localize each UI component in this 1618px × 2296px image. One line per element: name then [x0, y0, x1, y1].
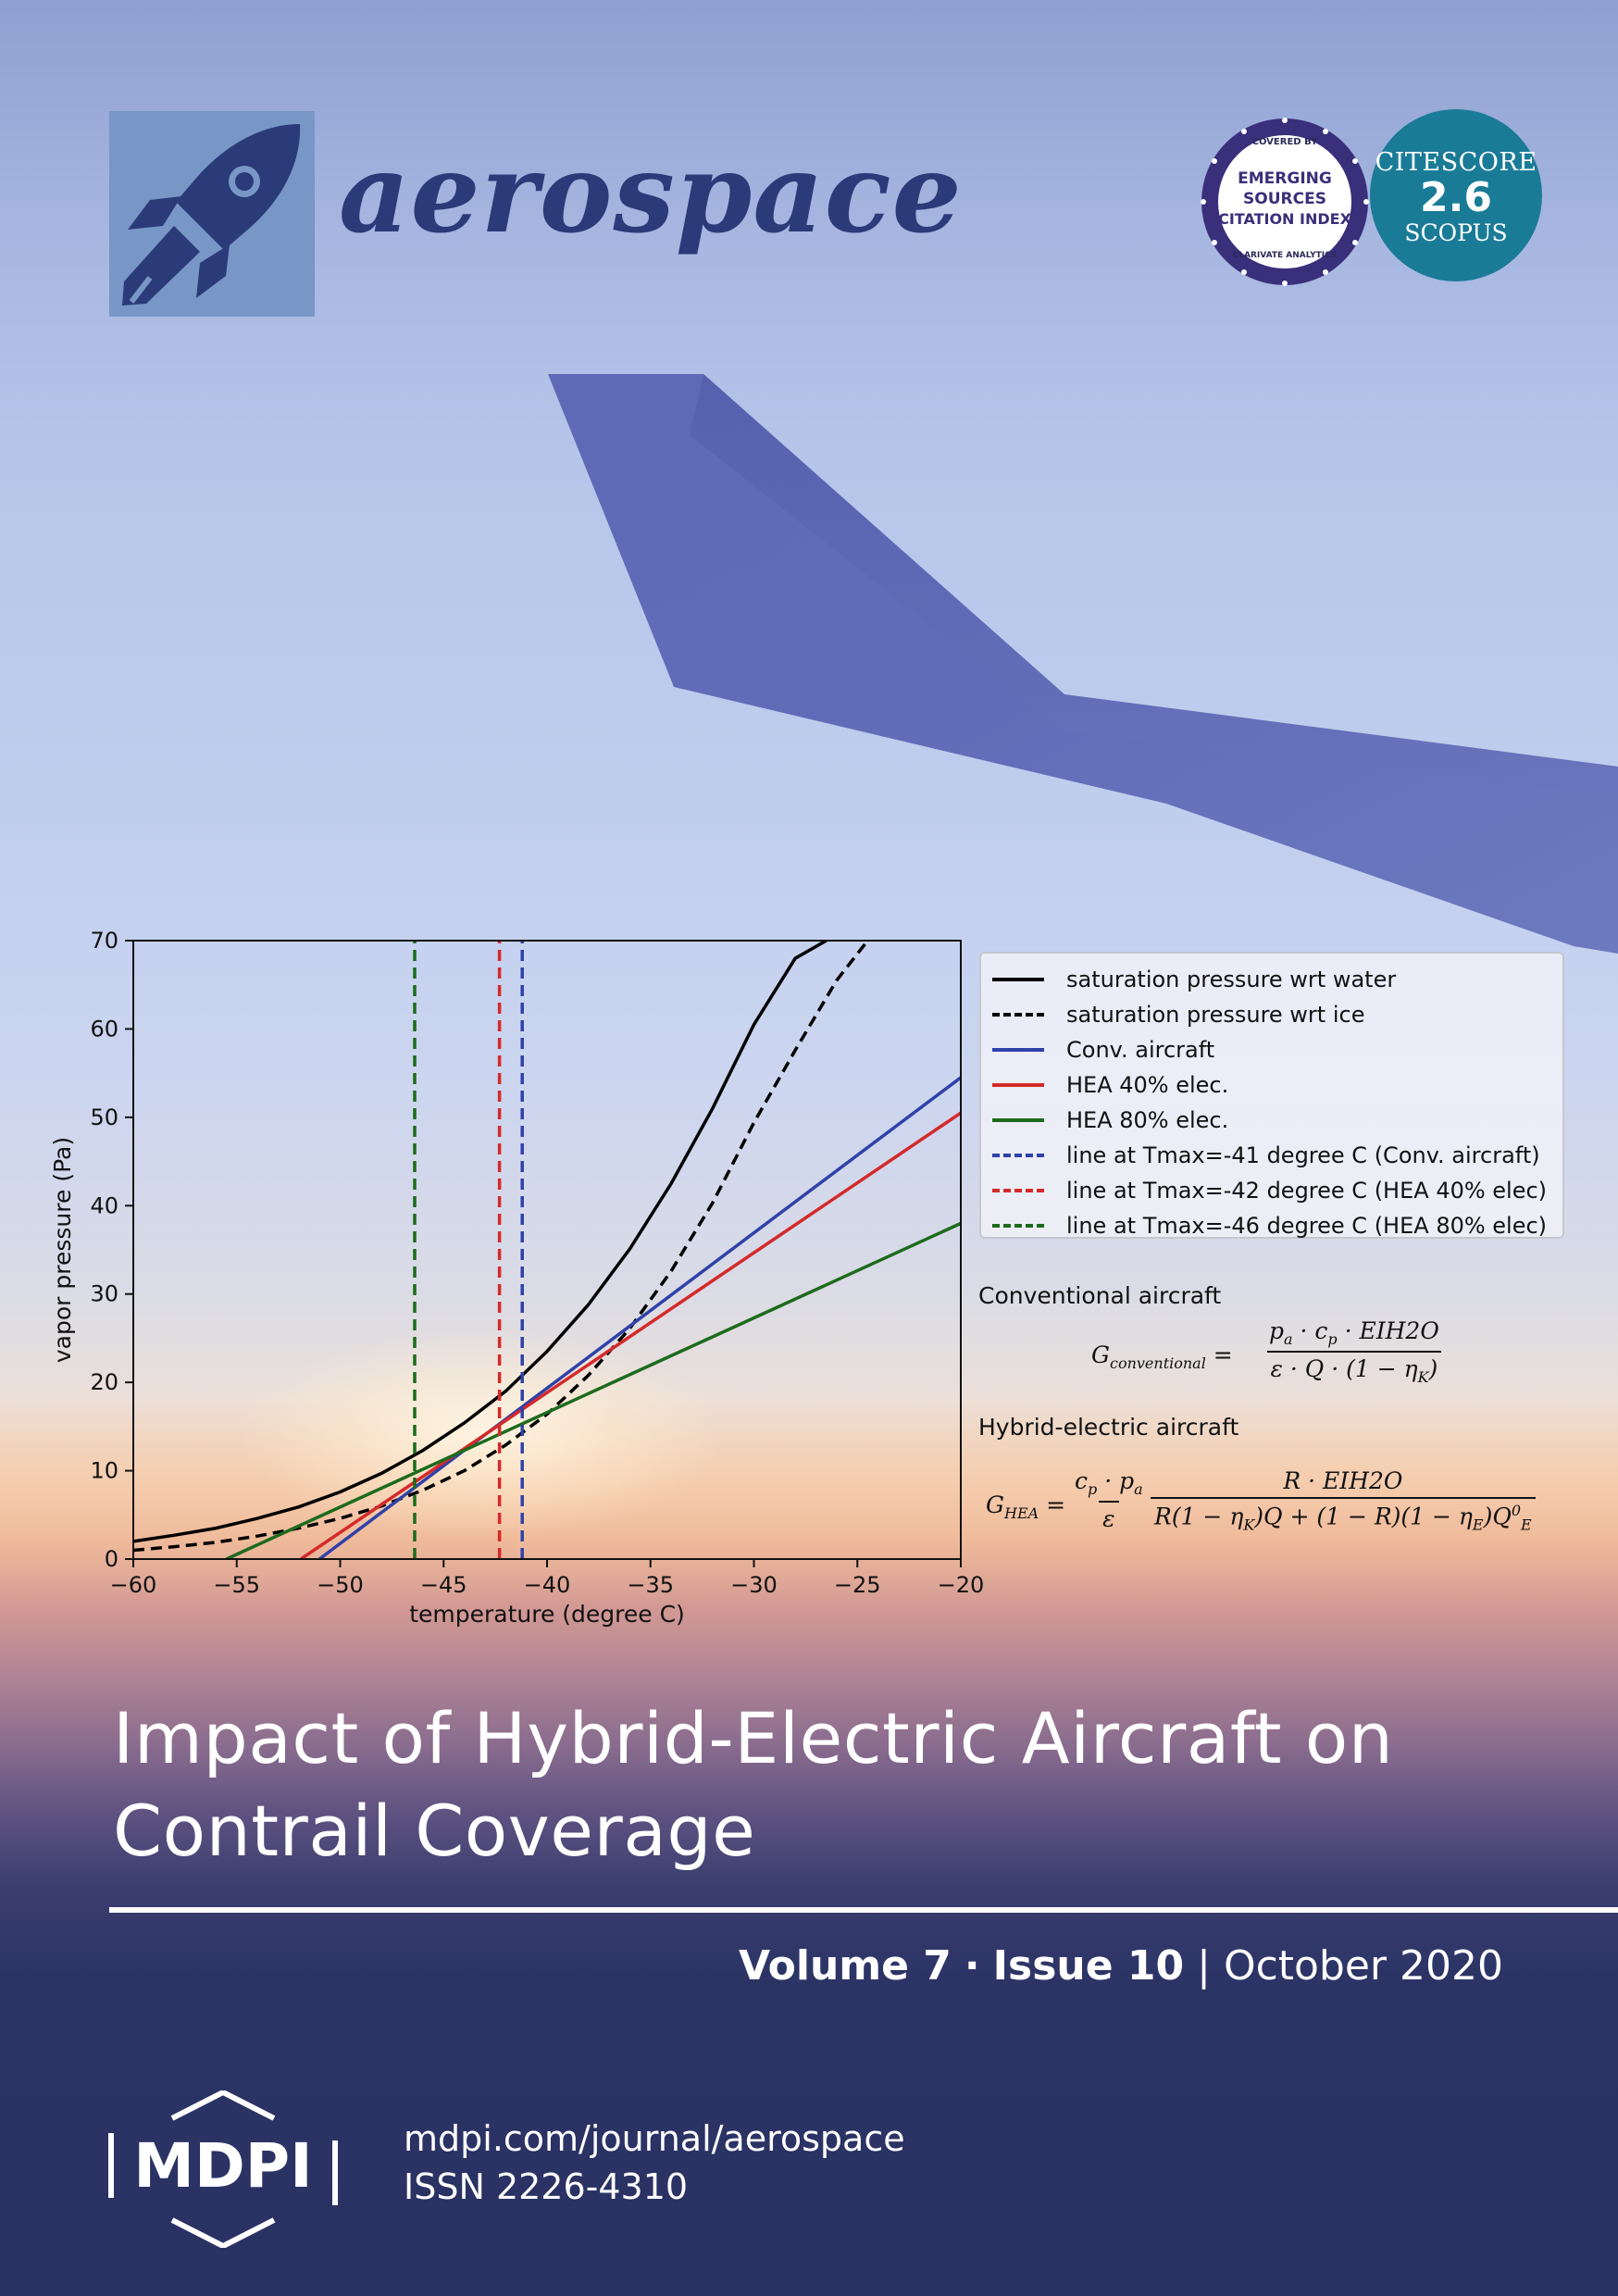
article-title-line1: Impact of Hybrid-Electric Aircraft on	[113, 1697, 1394, 1779]
rocket-icon	[122, 124, 301, 306]
legend-label: saturation pressure wrt ice	[1066, 1002, 1365, 1028]
airplane-wing-image	[548, 374, 1618, 954]
legend-item-1: saturation pressure wrt water	[992, 962, 1562, 997]
g-conventional-lhs: Gconventional =	[1091, 1341, 1233, 1372]
x-tick-label: −45	[420, 1572, 467, 1598]
y-axis: 0 10 20 30 40 50 60 70	[90, 928, 133, 1572]
x-axis-label: temperature (degree C)	[409, 1601, 685, 1628]
legend-item-8: line at Tmax=-46 degree C (HEA 80% elec)	[992, 1208, 1562, 1243]
plot-area	[133, 941, 961, 1559]
esci-line3: CITATION INDEX	[1218, 210, 1351, 228]
legend-label: line at Tmax=-46 degree C (HEA 80% elec)	[1066, 1213, 1548, 1239]
legend-item-3: Conv. aircraft	[992, 1032, 1562, 1067]
series-line-1	[133, 941, 828, 1543]
y-tick-label: 30	[90, 1281, 118, 1307]
y-tick-label: 70	[90, 928, 118, 954]
series-line-4	[300, 1111, 961, 1559]
title-divider	[109, 1907, 1618, 1913]
citescore-badge: CITESCORE 2.6 SCOPUS	[1370, 109, 1542, 281]
article-title-line2: Contrail Coverage	[113, 1790, 756, 1872]
citescore-value: 2.6	[1420, 174, 1492, 221]
x-tick-label: −25	[834, 1572, 881, 1598]
issue-number: Issue 10	[992, 1942, 1185, 1990]
legend-item-4: HEA 40% elec.	[992, 1067, 1562, 1103]
volume-number: Volume 7	[739, 1942, 952, 1990]
citescore-label: CITESCORE	[1375, 148, 1537, 177]
plot-frame	[132, 940, 962, 1560]
sunset-haze	[0, 1370, 1618, 1611]
esci-top-text: COVERED BY	[1252, 137, 1319, 147]
issue-divider: |	[1197, 1942, 1211, 1990]
legend-item-6: line at Tmax=-41 degree C (Conv. aircraf…	[992, 1138, 1562, 1173]
g-hea-fraction1: cp · pa ε	[1075, 1467, 1143, 1532]
legend-label: HEA 40% elec.	[1066, 1072, 1229, 1098]
sun-glow	[241, 1333, 722, 1537]
issue-separator: ·	[964, 1942, 980, 1990]
x-axis: −60 −55 −50 −45 −40 −35 −30 −25 −20	[110, 1559, 985, 1598]
x-tick-label: −60	[110, 1572, 157, 1598]
series-line-3	[318, 1076, 961, 1559]
legend-item-2: saturation pressure wrt ice	[992, 997, 1562, 1032]
legend-label: line at Tmax=-41 degree C (Conv. aircraf…	[1066, 1142, 1540, 1168]
rocket-logo	[109, 111, 315, 317]
legend-swatch	[992, 1118, 1044, 1122]
y-axis-label: vapor pressure (Pa)	[49, 1137, 76, 1363]
legend-label: line at Tmax=-42 degree C (HEA 40% elec)	[1066, 1178, 1548, 1204]
y-tick-label: 10	[90, 1458, 118, 1484]
footer-info: mdpi.com/journal/aerospace ISSN 2226-431…	[404, 2115, 905, 2211]
legend-swatch	[992, 1224, 1044, 1228]
issn: ISSN 2226-4310	[404, 2166, 689, 2207]
legend-label: saturation pressure wrt water	[1066, 967, 1397, 992]
legend-swatch	[992, 1083, 1044, 1087]
legend-swatch	[992, 1189, 1044, 1192]
x-tick-label: −35	[627, 1572, 674, 1598]
x-tick-label: −50	[317, 1572, 364, 1598]
vapor-pressure-chart: −60 −55 −50 −45 −40 −35 −30 −25 −20 0 10 20 30 40 50 6…	[49, 928, 985, 1628]
x-tick-label: −20	[938, 1572, 985, 1598]
esci-line2: SOURCES	[1243, 190, 1326, 208]
g-conventional-fraction: pa · cp · EIH2O ε · Q · (1 − ηK)	[1265, 1317, 1443, 1386]
legend-item-7: line at Tmax=-42 degree C (HEA 40% elec)	[992, 1173, 1562, 1208]
legend-swatch	[992, 1013, 1044, 1017]
issue-date: October 2020	[1223, 1942, 1503, 1990]
mdpi-logo: MDPI	[108, 2090, 338, 2248]
y-tick-label: 40	[90, 1192, 118, 1218]
legend-label: Conv. aircraft	[1066, 1037, 1215, 1063]
series-line-2	[133, 941, 869, 1553]
esci-bottom-text: CLARIVATE ANALYTICS	[1233, 251, 1338, 260]
legend-item-5: HEA 80% elec.	[992, 1103, 1562, 1138]
series-line-5	[225, 1221, 961, 1559]
article-title: Impact of Hybrid-Electric Aircraft on Co…	[113, 1692, 1538, 1878]
hybrid-heading: Hybrid-electric aircraft	[978, 1414, 1239, 1441]
y-tick-label: 60	[90, 1016, 118, 1042]
issue-info: Volume 7 · Issue 10 | October 2020	[739, 1942, 1503, 1990]
esci-badge: COVERED BY EMERGING SOURCES CITATION IND…	[1201, 118, 1369, 286]
x-tick-label: −40	[524, 1572, 571, 1598]
formula-panel: Conventional aircraft Gconventional = pa…	[978, 1282, 1589, 1560]
x-tick-label: −30	[730, 1572, 778, 1598]
g-hea-lhs: GHEA =	[986, 1491, 1066, 1522]
y-tick-label: 50	[90, 1104, 118, 1130]
chart-legend: saturation pressure wrt water saturation …	[979, 952, 1564, 1239]
y-tick-label: 0	[105, 1546, 118, 1572]
legend-label: HEA 80% elec.	[1066, 1107, 1229, 1133]
y-tick-label: 20	[90, 1369, 118, 1395]
legend-swatch	[992, 1048, 1044, 1052]
citescore-source: SCOPUS	[1404, 219, 1508, 247]
g-hea-fraction2: R · EIH2O R(1 − ηK)Q + (1 − R)(1 − ηE)Q0…	[1151, 1467, 1536, 1533]
x-tick-label: −55	[213, 1572, 260, 1598]
journal-name: aerospace	[339, 129, 963, 257]
mdpi-logo-text: MDPI	[133, 2130, 312, 2202]
esci-line1: EMERGING	[1238, 169, 1332, 188]
legend-swatch	[992, 1154, 1044, 1157]
conventional-heading: Conventional aircraft	[978, 1282, 1222, 1309]
journal-url[interactable]: mdpi.com/journal/aerospace	[404, 2118, 905, 2159]
legend-swatch	[992, 978, 1044, 981]
